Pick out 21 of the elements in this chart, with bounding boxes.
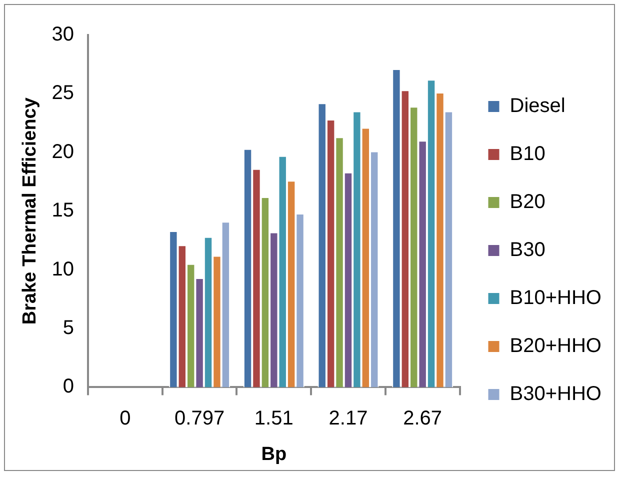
legend-label: B10+HHO xyxy=(510,287,602,310)
x-tick-label: 2.17 xyxy=(328,408,368,430)
x-axis-title: Bp xyxy=(261,444,287,465)
legend-label: B20 xyxy=(510,191,546,214)
y-tick-label: 5 xyxy=(62,317,74,340)
y-tick-label: 20 xyxy=(52,140,74,163)
y-tick-label: 0 xyxy=(62,376,74,398)
legend-label: B20+HHO xyxy=(510,335,602,358)
legend-label: B10 xyxy=(510,143,546,166)
y-tick-label: 15 xyxy=(52,200,74,222)
y-tick-label: 25 xyxy=(52,82,74,104)
y-axis-title: Brake Thermal Efficiency xyxy=(20,97,41,325)
legend-label: B30+HHO xyxy=(510,383,602,406)
legend-label: B30 xyxy=(510,239,546,262)
x-tick-label: 2.67 xyxy=(403,408,442,430)
y-tick-label: 30 xyxy=(52,24,74,46)
x-tick-label: 1.51 xyxy=(254,408,294,430)
x-tick-label: 0 xyxy=(120,408,131,430)
y-tick-label: 10 xyxy=(52,258,74,280)
legend-label: Diesel xyxy=(510,95,566,118)
x-tick-label: 0.797 xyxy=(174,408,225,430)
